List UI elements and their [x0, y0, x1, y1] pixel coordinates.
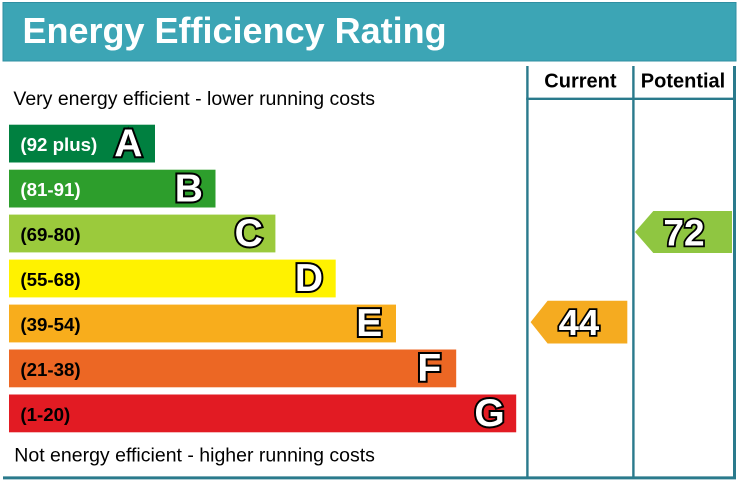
svg-text:E: E [356, 302, 382, 345]
svg-text:D: D [295, 257, 323, 300]
svg-text:(69-80): (69-80) [20, 224, 80, 245]
svg-text:(1-20): (1-20) [20, 404, 70, 425]
svg-text:72: 72 [663, 212, 704, 253]
svg-text:G: G [474, 392, 504, 435]
svg-text:A: A [114, 122, 142, 165]
svg-text:Not energy efficient - higher: Not energy efficient - higher running co… [14, 444, 375, 466]
svg-text:Current: Current [544, 70, 617, 92]
svg-text:(21-38): (21-38) [20, 359, 80, 380]
svg-text:(39-54): (39-54) [20, 314, 80, 335]
svg-text:Potential: Potential [641, 70, 725, 92]
svg-text:F: F [417, 347, 441, 390]
svg-text:(81-91): (81-91) [20, 179, 80, 200]
svg-text:(92 plus): (92 plus) [20, 134, 97, 155]
svg-text:(55-68): (55-68) [20, 269, 80, 290]
svg-text:Energy Efficiency Rating: Energy Efficiency Rating [23, 10, 447, 51]
svg-text:44: 44 [559, 302, 600, 343]
svg-text:C: C [235, 212, 263, 255]
svg-text:Very energy efficient - lower: Very energy efficient - lower running co… [13, 88, 375, 110]
svg-text:B: B [175, 167, 203, 210]
